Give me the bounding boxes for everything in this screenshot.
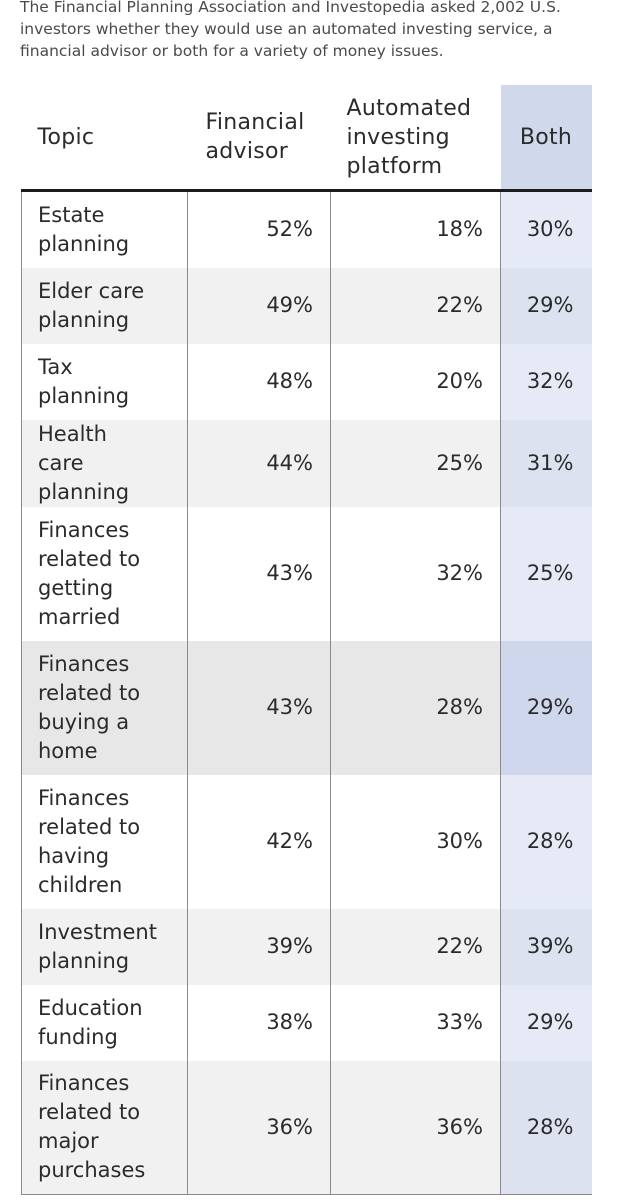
topic-cell: Finances related to getting married [21, 506, 188, 641]
table-row: Health care planning 44% 25% 31% [21, 419, 592, 507]
financial-advisor-cell: 44% [187, 419, 331, 507]
both-cell: 28% [500, 774, 592, 909]
topic-label: Finances related to buying a home [38, 651, 141, 763]
table-row: Finances related to getting married 43% 32… [21, 506, 592, 641]
header-both: Both [500, 85, 592, 192]
both-cell: 29% [500, 267, 592, 344]
financial-advisor-cell: 43% [187, 506, 331, 641]
automated-platform-cell: 36% [330, 1060, 501, 1195]
topic-label: Elder care planning [38, 278, 145, 332]
survey-table: Topic Financial advisor Automated invest… [21, 85, 592, 1195]
automated-platform-cell: 30% [330, 774, 501, 909]
both-cell: 31% [500, 419, 592, 507]
both-cell: 39% [500, 908, 592, 985]
financial-advisor-cell: 49% [187, 267, 331, 344]
table-header: Topic Financial advisor Automated invest… [21, 85, 592, 192]
topic-cell: Health care planning [21, 419, 188, 507]
financial-advisor-cell: 43% [187, 640, 331, 775]
topic-label: Finances related to getting married [38, 517, 141, 629]
table-row: Finances related to buying a home 43% 28% 2… [21, 640, 592, 775]
automated-platform-cell: 20% [330, 343, 501, 420]
topic-cell: Finances related to buying a home [21, 640, 188, 775]
topic-label: Health care planning [38, 421, 130, 504]
topic-cell: Investment planning [21, 908, 188, 985]
both-cell: 32% [500, 343, 592, 420]
header-label: Automated investing platform [346, 95, 472, 179]
topic-cell: Tax planning [21, 343, 188, 420]
survey-table-container: Topic Financial advisor Automated invest… [21, 85, 592, 1195]
topic-label: Finances related to major purchases [38, 1071, 146, 1183]
topic-cell: Estate planning [21, 190, 188, 268]
both-cell: 29% [500, 640, 592, 775]
header-automated-platform: Automated investing platform [330, 85, 501, 192]
header-row: Topic Financial advisor Automated invest… [21, 85, 592, 192]
table-body: Estate planning 52% 18% 30% Elder care plann… [21, 190, 592, 1195]
financial-advisor-cell: 48% [187, 343, 331, 420]
topic-cell: Finances related to having children [21, 774, 188, 909]
automated-platform-cell: 28% [330, 640, 501, 775]
automated-platform-cell: 22% [330, 908, 501, 985]
topic-label: Tax planning [38, 354, 130, 408]
table-row: Tax planning 48% 20% 32% [21, 343, 592, 420]
both-cell: 25% [500, 506, 592, 641]
automated-platform-cell: 18% [330, 190, 501, 268]
topic-cell: Finances related to major purchases [21, 1060, 188, 1195]
topic-label: Estate planning [38, 202, 130, 256]
table-row: Elder care planning 49% 22% 29% [21, 267, 592, 344]
header-financial-advisor: Financial advisor [187, 85, 331, 192]
table-row: Education funding 38% 33% 29% [21, 984, 592, 1061]
header-topic: Topic [21, 85, 188, 192]
topic-label: Education funding [38, 995, 143, 1049]
both-cell: 29% [500, 984, 592, 1061]
table-row: Estate planning 52% 18% 30% [21, 190, 592, 268]
financial-advisor-cell: 36% [187, 1060, 331, 1195]
automated-platform-cell: 33% [330, 984, 501, 1061]
header-label: Financial advisor [205, 110, 305, 164]
table-row: Finances related to major purchases 36% 36… [21, 1060, 592, 1195]
table-row: Investment planning 39% 22% 39% [21, 908, 592, 985]
both-cell: 28% [500, 1060, 592, 1195]
financial-advisor-cell: 39% [187, 908, 331, 985]
intro-text: The Financial Planning Association and I… [20, 0, 561, 60]
financial-advisor-cell: 38% [187, 984, 331, 1061]
topic-label: Investment planning [38, 919, 157, 973]
financial-advisor-cell: 42% [187, 774, 331, 909]
topic-cell: Education funding [21, 984, 188, 1061]
table-row: Finances related to having children 42% 30… [21, 774, 592, 909]
topic-label: Finances related to having children [38, 785, 141, 897]
both-cell: 30% [500, 190, 592, 268]
automated-platform-cell: 22% [330, 267, 501, 344]
topic-cell: Elder care planning [21, 267, 188, 344]
automated-platform-cell: 32% [330, 506, 501, 641]
automated-platform-cell: 25% [330, 419, 501, 507]
financial-advisor-cell: 52% [187, 190, 331, 268]
